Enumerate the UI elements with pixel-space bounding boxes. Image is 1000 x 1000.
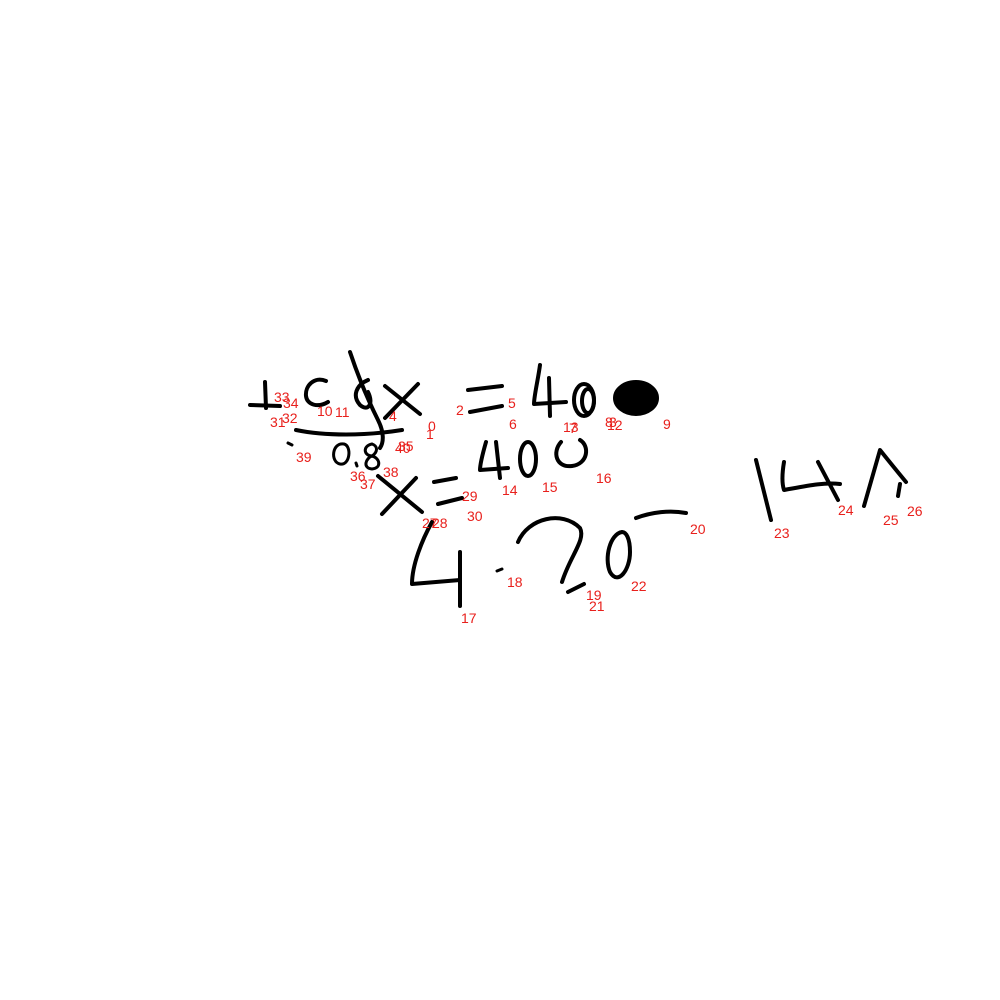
ink-stroke	[383, 382, 420, 420]
stroke-label: 23	[774, 525, 790, 541]
stroke-label: 3	[609, 414, 617, 430]
ink-stroke	[605, 530, 632, 580]
stroke-label: 37	[360, 476, 376, 492]
stroke-label: 31	[270, 414, 286, 430]
ink-stroke	[348, 350, 385, 450]
ink-stroke	[580, 387, 596, 415]
stroke-label: 6	[509, 416, 517, 432]
ink-stroke	[518, 440, 538, 478]
ink-stroke	[380, 476, 418, 516]
stroke-label: 30	[467, 508, 483, 524]
stroke-label: 26	[907, 503, 923, 519]
ink-stroke	[613, 380, 659, 416]
stroke-label: 22	[631, 578, 647, 594]
ink-stroke	[466, 384, 504, 392]
stroke-label: 15	[542, 479, 558, 495]
stroke-label: 10	[317, 403, 333, 419]
ink-stroke	[780, 460, 842, 492]
stroke-label: 16	[596, 470, 612, 486]
ink-stroke	[332, 442, 351, 466]
ink-stroke	[432, 476, 458, 484]
ink-stroke	[754, 458, 773, 522]
ink-stroke	[634, 509, 688, 520]
stroke-label: 36	[350, 468, 366, 484]
ink-stroke	[896, 482, 902, 498]
ink-stroke	[566, 582, 586, 594]
stroke-label: 40	[395, 440, 411, 456]
stroke-label: 24	[838, 502, 854, 518]
ink-stroke	[816, 460, 840, 502]
stroke-label: 14	[502, 482, 518, 498]
ink-stroke	[532, 363, 568, 406]
stroke-label: 34	[283, 395, 299, 411]
ink-stroke	[354, 461, 359, 468]
stroke-label: 0	[428, 418, 436, 434]
ink-stroke	[478, 440, 510, 472]
stroke-label: 4	[389, 408, 397, 424]
stroke-label: 11	[335, 404, 350, 420]
stroke-label: 2	[456, 402, 464, 418]
stroke-label: 38	[383, 464, 399, 480]
ink-stroke	[303, 377, 330, 408]
stroke-label: 8	[605, 414, 613, 430]
stroke-label: 1	[426, 426, 434, 442]
ink-stroke	[294, 428, 404, 437]
ink-stroke	[353, 378, 373, 410]
stroke-label: 12	[607, 417, 623, 433]
ink-stroke	[547, 376, 552, 418]
stroke-label: 19	[586, 587, 602, 603]
stroke-label: 7	[569, 420, 577, 436]
ink-stroke	[494, 440, 502, 480]
ink-stroke	[862, 448, 908, 508]
stroke-label: 17	[461, 610, 477, 626]
handwriting-strokes	[248, 350, 908, 608]
ink-stroke	[286, 441, 294, 447]
ink-stroke	[495, 567, 504, 573]
stroke-label: 35	[398, 438, 414, 454]
stroke-label: 27	[422, 515, 438, 531]
stroke-label: 9	[663, 416, 671, 432]
ink-stroke	[516, 516, 584, 584]
ink-stroke	[554, 438, 589, 469]
stroke-label: 32	[282, 410, 298, 426]
stroke-label: 20	[690, 521, 706, 537]
stroke-label: 13	[563, 419, 579, 435]
ink-stroke	[468, 404, 504, 414]
stroke-label: 39	[296, 449, 312, 465]
stroke-label: 29	[462, 488, 478, 504]
ink-stroke	[410, 520, 462, 586]
stroke-label: 5	[508, 395, 516, 411]
stroke-label: 33	[274, 389, 290, 405]
stroke-label: 18	[507, 574, 523, 590]
ink-stroke	[248, 403, 282, 408]
stroke-label: 25	[883, 512, 899, 528]
stroke-label: 28	[432, 515, 448, 531]
ink-stroke	[363, 442, 381, 471]
ink-stroke	[436, 496, 464, 506]
stroke-label: 21	[589, 598, 605, 614]
